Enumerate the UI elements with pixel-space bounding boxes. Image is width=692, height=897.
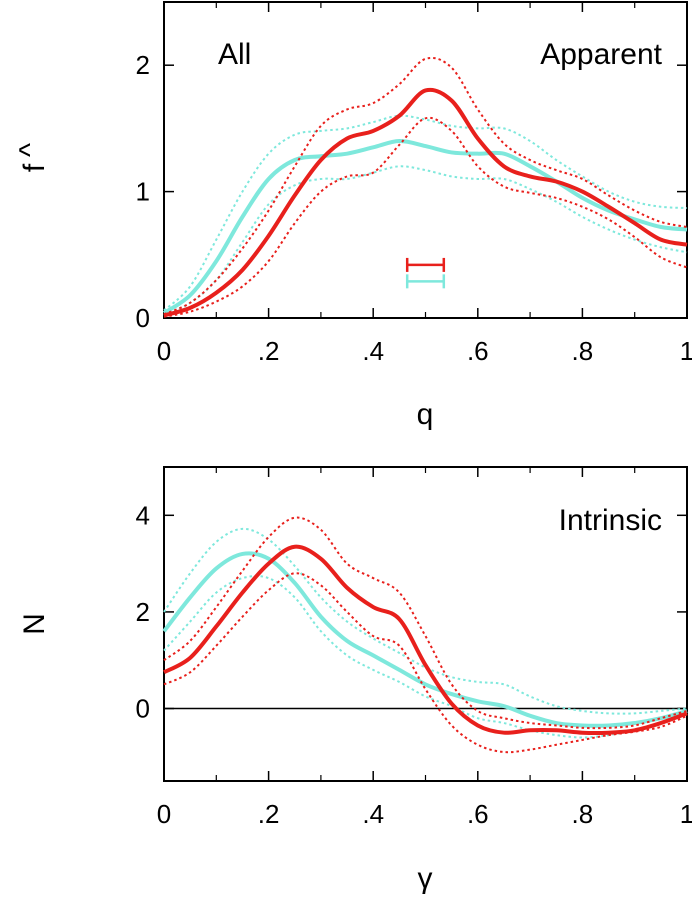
series-line-cyan-lower [163, 165, 688, 317]
x-tick-label: .6 [467, 799, 489, 829]
y-axis-label-hat: ^ [14, 143, 47, 157]
annotation-intrinsic: Intrinsic [559, 504, 662, 537]
series-layer [162, 56, 688, 318]
series-layer [162, 516, 688, 754]
x-tick-label: 1 [680, 799, 692, 829]
series-line-red-mean [163, 87, 688, 318]
x-tick-label: 0 [157, 336, 171, 366]
x-axis-label: q [417, 398, 434, 431]
x-tick-label: .8 [572, 799, 594, 829]
series-line-red-mean [163, 544, 688, 735]
x-tick-label: .2 [258, 336, 280, 366]
y-tick-labels: 0 1 2 [136, 50, 150, 333]
x-tick-label: .2 [258, 799, 280, 829]
annotation-apparent: Apparent [540, 38, 662, 71]
x-tick-labels: 0 .2 .4 .6 .8 1 [157, 799, 692, 829]
tick-marks [163, 2, 688, 319]
apparent-panel: 0 1 2 0 .2 .4 .6 .8 1 All Apparent q f ^ [14, 1, 692, 431]
series-line-cyan-mean [162, 551, 688, 728]
intrinsic-panel: 0 2 4 0 .2 .4 .6 .8 1 Intrinsic γ N [18, 466, 692, 895]
y-tick-label: 4 [136, 500, 150, 530]
series-line-red-lower [163, 572, 688, 754]
y-tick-label: 0 [136, 303, 150, 333]
x-tick-label: 0 [157, 799, 171, 829]
tick-marks [163, 467, 688, 781]
x-tick-label: .4 [362, 336, 384, 366]
y-tick-label: 0 [136, 694, 150, 724]
y-axis-label: N [18, 613, 51, 635]
series-line-cyan-upper [163, 527, 688, 715]
x-tick-label: .8 [572, 336, 594, 366]
x-tick-label: .4 [362, 799, 384, 829]
x-tick-labels: 0 .2 .4 .6 .8 1 [157, 336, 692, 366]
x-axis-label: γ [418, 862, 433, 895]
y-tick-label: 2 [136, 597, 150, 627]
x-tick-label: .6 [467, 336, 489, 366]
series-line-red-upper [163, 516, 688, 730]
series-line-red-lower [163, 116, 688, 318]
series-line-red-upper [163, 56, 688, 316]
error-bars [405, 257, 446, 289]
annotation-all: All [218, 38, 251, 71]
x-tick-label: 1 [680, 336, 692, 366]
series-line-cyan-lower [163, 574, 688, 739]
series-line-cyan-mean [162, 139, 688, 315]
y-axis-label: f [18, 163, 51, 172]
y-tick-label: 2 [136, 50, 150, 80]
y-tick-label: 1 [136, 177, 150, 207]
y-tick-labels: 0 2 4 [136, 500, 150, 723]
